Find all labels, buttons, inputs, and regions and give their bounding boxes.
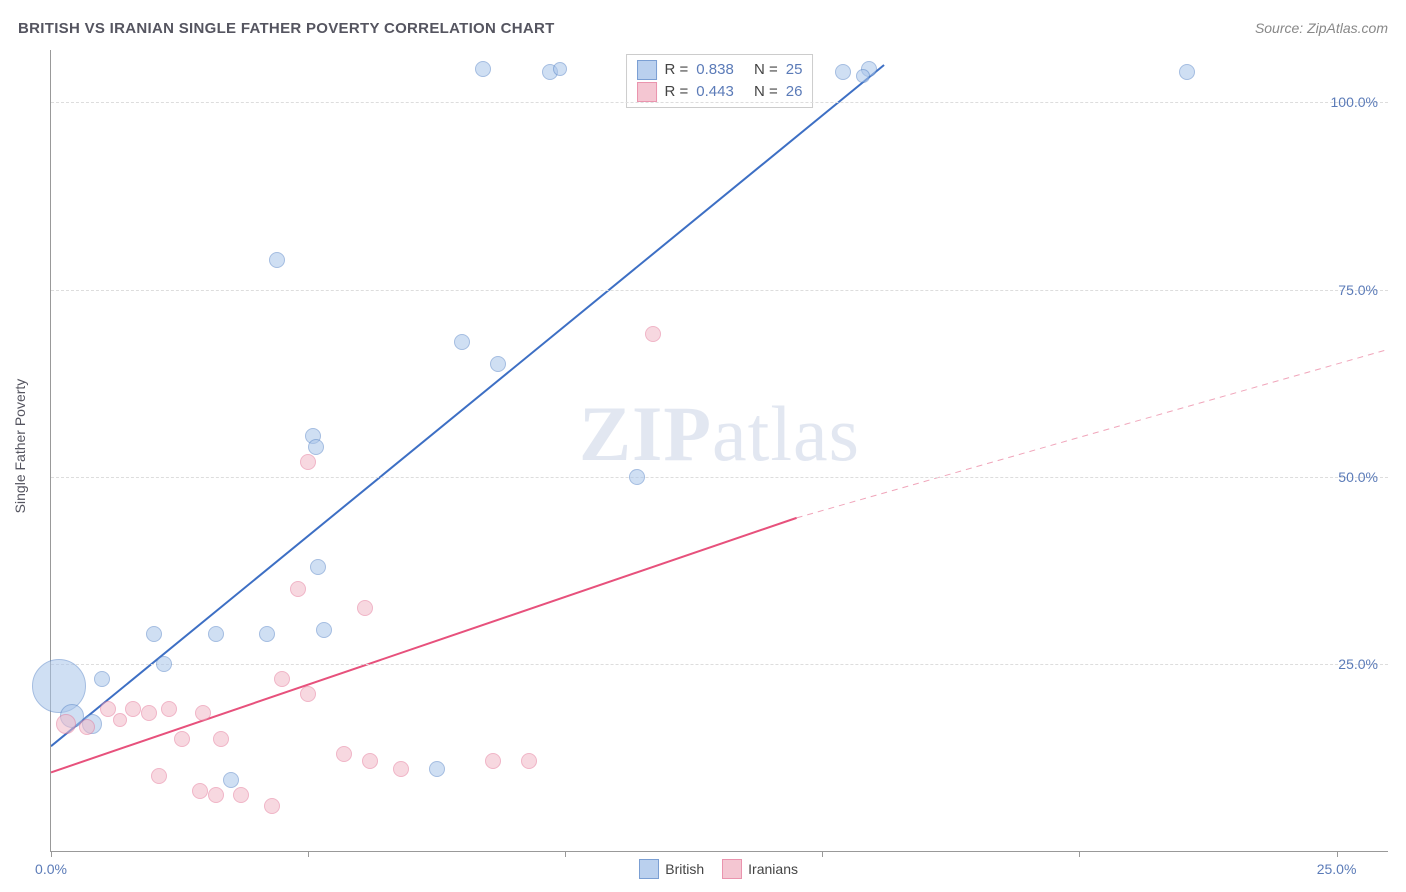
correlation-legend: R = 0.838 N = 25 R = 0.443 N = 26 bbox=[626, 54, 814, 108]
r-value-iranians: 0.443 bbox=[696, 81, 734, 103]
swatch-british bbox=[637, 60, 657, 80]
swatch-icon bbox=[722, 859, 742, 879]
data-point bbox=[233, 787, 249, 803]
data-point bbox=[300, 686, 316, 702]
legend-item-british: British bbox=[639, 859, 704, 879]
gridline bbox=[51, 290, 1388, 291]
data-point bbox=[174, 731, 190, 747]
data-point bbox=[835, 64, 851, 80]
data-point bbox=[213, 731, 229, 747]
watermark-text: ZIPatlas bbox=[579, 389, 860, 479]
legend-row-iranians: R = 0.443 N = 26 bbox=[637, 81, 803, 103]
data-point bbox=[192, 783, 208, 799]
trend-lines-svg bbox=[51, 50, 1388, 851]
chart-title: BRITISH VS IRANIAN SINGLE FATHER POVERTY… bbox=[18, 20, 555, 37]
data-point bbox=[645, 326, 661, 342]
data-point bbox=[113, 713, 127, 727]
data-point bbox=[141, 705, 157, 721]
gridline bbox=[51, 477, 1388, 478]
data-point bbox=[485, 753, 501, 769]
data-point bbox=[125, 701, 141, 717]
gridline bbox=[51, 664, 1388, 665]
data-point bbox=[490, 356, 506, 372]
data-point bbox=[290, 581, 306, 597]
data-point bbox=[521, 753, 537, 769]
data-point bbox=[259, 626, 275, 642]
data-point bbox=[146, 626, 162, 642]
series-legend: British Iranians bbox=[639, 859, 798, 879]
data-point bbox=[208, 787, 224, 803]
ytick-label: 75.0% bbox=[1338, 282, 1378, 298]
data-point bbox=[195, 705, 211, 721]
n-value-iranians: 26 bbox=[786, 81, 803, 103]
n-value-british: 25 bbox=[786, 59, 803, 81]
ytick-label: 100.0% bbox=[1331, 94, 1378, 110]
y-axis-label: Single Father Poverty bbox=[12, 379, 28, 514]
xtick-label: 0.0% bbox=[35, 861, 67, 877]
gridline bbox=[51, 102, 1388, 103]
data-point bbox=[161, 701, 177, 717]
xtick-label: 25.0% bbox=[1317, 861, 1357, 877]
data-point bbox=[56, 714, 76, 734]
scatter-chart: ZIPatlas R = 0.838 N = 25 R = 0.443 N = … bbox=[50, 50, 1388, 852]
data-point bbox=[151, 768, 167, 784]
xtick bbox=[308, 851, 309, 857]
data-point bbox=[156, 656, 172, 672]
data-point bbox=[357, 600, 373, 616]
data-point bbox=[264, 798, 280, 814]
chart-source: Source: ZipAtlas.com bbox=[1255, 20, 1388, 36]
xtick bbox=[822, 851, 823, 857]
data-point bbox=[269, 252, 285, 268]
data-point bbox=[274, 671, 290, 687]
data-point bbox=[300, 454, 316, 470]
data-point bbox=[454, 334, 470, 350]
data-point bbox=[208, 626, 224, 642]
swatch-icon bbox=[639, 859, 659, 879]
xtick bbox=[1079, 851, 1080, 857]
data-point bbox=[362, 753, 378, 769]
legend-item-iranians: Iranians bbox=[722, 859, 798, 879]
data-point bbox=[310, 559, 326, 575]
data-point bbox=[94, 671, 110, 687]
data-point bbox=[336, 746, 352, 762]
data-point bbox=[223, 772, 239, 788]
data-point bbox=[1179, 64, 1195, 80]
data-point bbox=[393, 761, 409, 777]
data-point bbox=[429, 761, 445, 777]
ytick-label: 25.0% bbox=[1338, 656, 1378, 672]
legend-row-british: R = 0.838 N = 25 bbox=[637, 59, 803, 81]
xtick bbox=[565, 851, 566, 857]
data-point bbox=[856, 69, 870, 83]
data-point bbox=[629, 469, 645, 485]
data-point bbox=[79, 719, 95, 735]
chart-header: BRITISH VS IRANIAN SINGLE FATHER POVERTY… bbox=[18, 20, 1388, 37]
swatch-iranians bbox=[637, 82, 657, 102]
data-point bbox=[475, 61, 491, 77]
data-point bbox=[316, 622, 332, 638]
xtick bbox=[51, 851, 52, 857]
xtick bbox=[1337, 851, 1338, 857]
ytick-label: 50.0% bbox=[1338, 469, 1378, 485]
data-point bbox=[553, 62, 567, 76]
data-point bbox=[308, 439, 324, 455]
r-value-british: 0.838 bbox=[696, 59, 734, 81]
data-point bbox=[100, 701, 116, 717]
